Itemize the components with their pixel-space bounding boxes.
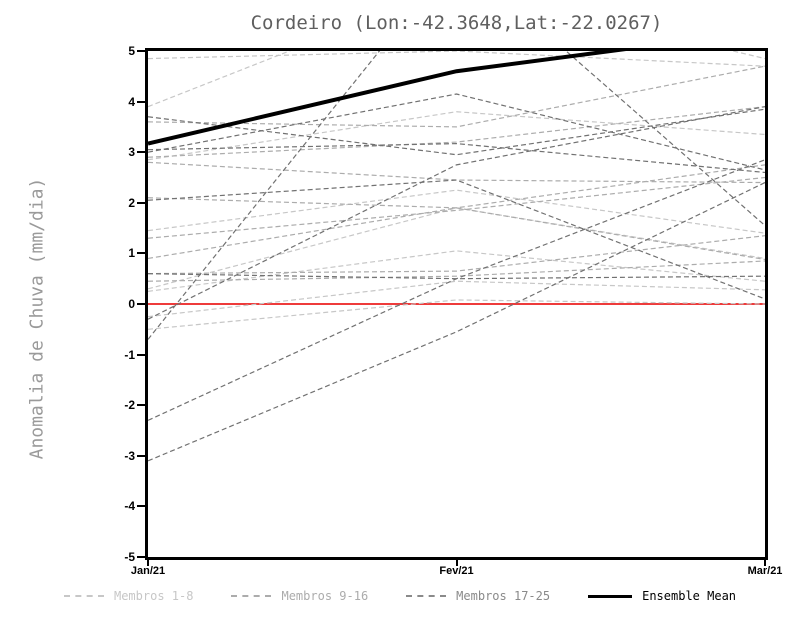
ensemble-member-line xyxy=(148,207,765,261)
ensemble-member-line xyxy=(148,182,765,462)
y-tick-label: -4 xyxy=(124,499,135,514)
chart-title: Cordeiro (Lon:-42.3648,Lat:-22.0267) xyxy=(250,12,663,34)
y-tick-label: -5 xyxy=(124,550,135,564)
dashed-line-sample-icon xyxy=(231,595,272,597)
ensemble-member-line xyxy=(148,161,765,184)
ensemble-member-line xyxy=(148,235,765,275)
x-tick-label: Mar/21 xyxy=(747,565,783,577)
x-tick-mark xyxy=(764,560,766,566)
y-tick-label: 5 xyxy=(128,44,135,58)
y-tick-label: 2 xyxy=(128,195,135,210)
y-tick-label: -2 xyxy=(124,398,135,413)
legend-entry-membros-17-25: Membros 17-25 xyxy=(406,589,550,603)
ensemble-member-line xyxy=(148,273,765,280)
ensemble-member-line xyxy=(148,189,765,234)
y-tick-mark xyxy=(137,201,145,204)
y-tick-mark xyxy=(137,100,145,103)
legend: Membros 1-8 Membros 9-16 Membros 17-25 E… xyxy=(0,584,800,608)
ensemble-member-line xyxy=(148,51,765,108)
y-tick-label: 1 xyxy=(128,246,135,261)
ensemble-member-line xyxy=(148,280,765,318)
y-tick-mark xyxy=(137,151,145,154)
dashed-line-sample-icon xyxy=(406,595,447,597)
ensemble-member-line xyxy=(148,51,765,67)
ensemble-member-line xyxy=(148,207,765,290)
ensemble-member-line xyxy=(148,51,765,340)
ensemble-member-line xyxy=(148,111,765,161)
y-tick-label: 0 xyxy=(128,297,135,311)
y-tick-label: -1 xyxy=(124,347,135,362)
solid-line-sample-icon xyxy=(588,594,633,598)
ensemble-member-line xyxy=(148,260,765,282)
ensemble-member-line xyxy=(148,179,765,300)
ensemble-mean-line xyxy=(148,51,627,146)
x-tick-mark xyxy=(147,560,149,566)
plot-lines xyxy=(148,51,765,462)
x-tick-label: Fev/21 xyxy=(439,565,474,577)
y-tick-mark xyxy=(137,50,145,52)
y-tick-mark xyxy=(137,404,145,407)
legend-label: Ensemble Mean xyxy=(642,589,737,603)
ensemble-member-line xyxy=(148,176,765,239)
legend-label: Membros 1-8 xyxy=(113,589,194,603)
y-tick-mark xyxy=(137,454,145,457)
y-tick-label: -3 xyxy=(124,448,135,463)
y-tick-label: 3 xyxy=(128,145,135,160)
y-tick-mark xyxy=(137,353,145,356)
ensemble-member-line xyxy=(148,106,765,158)
y-tick-label: 4 xyxy=(128,94,135,109)
ensemble-member-line xyxy=(148,164,765,209)
ensemble-member-line xyxy=(148,93,765,171)
y-tick-mark xyxy=(137,303,145,305)
ensemble-member-line xyxy=(148,159,765,421)
y-tick-mark xyxy=(137,252,145,255)
legend-label: Membros 17-25 xyxy=(456,589,551,603)
ensemble-member-line xyxy=(148,106,765,320)
ensemble-member-line xyxy=(148,142,765,174)
dashed-line-sample-icon xyxy=(63,595,104,597)
ensemble-member-line xyxy=(148,299,765,330)
plot-area xyxy=(145,48,768,560)
y-tick-mark xyxy=(137,505,145,508)
legend-entry-ensemble-mean: Ensemble Mean xyxy=(588,589,736,603)
legend-entry-membros-1-8: Membros 1-8 xyxy=(63,589,194,603)
x-tick-mark xyxy=(455,560,458,566)
x-tick-label: Jan/21 xyxy=(130,565,166,577)
legend-label: Membros 9-16 xyxy=(281,589,369,603)
ensemble-member-line xyxy=(148,65,765,128)
y-tick-mark xyxy=(137,556,145,558)
y-axis-label: Anomalia de Chuva (mm/dia) xyxy=(26,177,48,460)
legend-entry-membros-9-16: Membros 9-16 xyxy=(231,589,368,603)
